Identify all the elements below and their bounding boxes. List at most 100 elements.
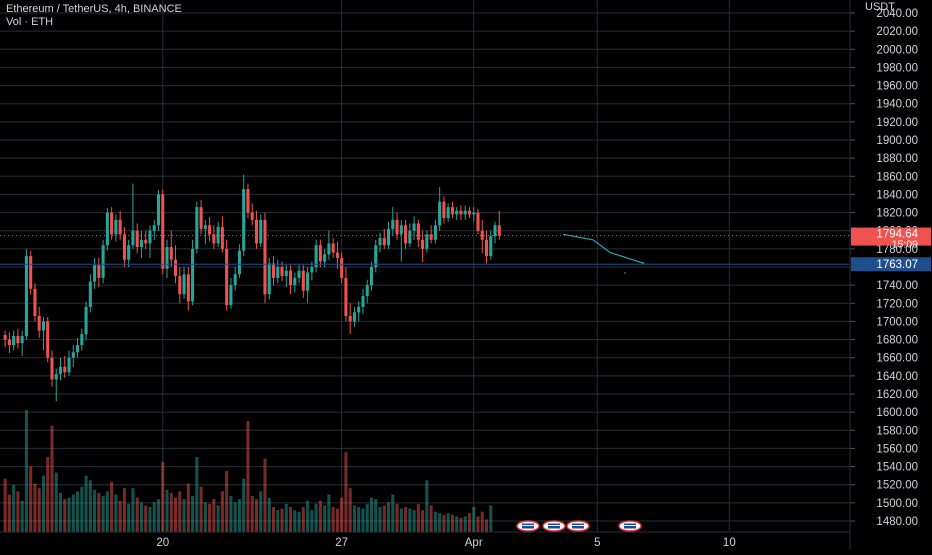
volume-bar bbox=[280, 508, 284, 532]
candle bbox=[165, 239, 169, 278]
candle bbox=[33, 283, 37, 322]
candle bbox=[182, 267, 186, 299]
volume-bar bbox=[212, 499, 216, 532]
volume-bar bbox=[229, 496, 233, 532]
horizontal-line-tag[interactable]: 1763.07 bbox=[851, 257, 931, 272]
volume-bar bbox=[76, 491, 80, 532]
time-axis[interactable]: 20 27 Apr 5 10 bbox=[0, 531, 850, 549]
volume-bar bbox=[101, 496, 105, 532]
candle bbox=[297, 265, 301, 284]
candle-body bbox=[484, 239, 489, 257]
volume-bar bbox=[233, 502, 237, 532]
candles bbox=[3, 174, 501, 402]
candle-body bbox=[335, 252, 339, 258]
candle-body bbox=[114, 219, 118, 235]
event-flag-icon[interactable] bbox=[542, 520, 566, 532]
candle-body bbox=[352, 312, 356, 322]
candle bbox=[446, 203, 450, 222]
candle-body bbox=[493, 225, 497, 237]
volume-bar bbox=[161, 461, 165, 532]
candle-body bbox=[378, 237, 382, 246]
volume-bar bbox=[84, 475, 88, 532]
volume-bar bbox=[489, 505, 493, 532]
candle bbox=[369, 261, 374, 291]
volume-bar bbox=[24, 410, 28, 532]
candle bbox=[3, 330, 7, 347]
volume-bar bbox=[259, 491, 263, 532]
candle-body bbox=[323, 254, 327, 262]
symbol-title[interactable]: Ethereum / TetherUS, 4h, BINANCE bbox=[6, 3, 182, 15]
volume-label[interactable]: Vol · ETH bbox=[6, 16, 54, 28]
volume-bar bbox=[348, 488, 352, 532]
candle bbox=[152, 219, 156, 240]
event-flag-icon[interactable] bbox=[566, 520, 590, 532]
candle bbox=[195, 201, 199, 254]
candle bbox=[225, 239, 229, 311]
volume-bar bbox=[263, 458, 267, 532]
candle-body bbox=[220, 227, 224, 249]
volume-bar bbox=[122, 488, 126, 532]
forecast-line bbox=[563, 233, 645, 264]
candle bbox=[122, 227, 126, 267]
candle bbox=[450, 201, 454, 219]
candle-body bbox=[416, 223, 420, 240]
candle bbox=[310, 261, 314, 281]
candle-body bbox=[76, 345, 80, 353]
candle-body bbox=[387, 228, 391, 246]
volume-bar bbox=[7, 494, 11, 532]
volume-bar bbox=[301, 506, 305, 532]
y-tick-label: 1860.00 bbox=[876, 171, 918, 183]
candle-body bbox=[174, 259, 178, 277]
candle bbox=[101, 239, 105, 284]
y-tick-label: 1620.00 bbox=[876, 389, 918, 401]
y-tick-label: 1640.00 bbox=[876, 371, 918, 383]
candle-body bbox=[297, 270, 301, 278]
candle-body bbox=[3, 335, 7, 340]
candle bbox=[20, 330, 24, 356]
volume-bar bbox=[412, 510, 416, 532]
candle-body bbox=[186, 274, 190, 302]
candle bbox=[127, 239, 131, 267]
y-tick-label: 1680.00 bbox=[876, 335, 918, 347]
candle bbox=[144, 230, 148, 249]
volume-bar bbox=[144, 505, 148, 532]
candle bbox=[391, 207, 395, 236]
y-tick-label: 1700.00 bbox=[876, 316, 918, 328]
candle bbox=[169, 230, 173, 267]
candle bbox=[199, 199, 203, 235]
candle bbox=[497, 210, 501, 240]
candle-body bbox=[29, 256, 33, 289]
y-tick-label: 1580.00 bbox=[876, 425, 918, 437]
volume-bar bbox=[276, 510, 280, 532]
candle bbox=[382, 228, 386, 249]
candle-body bbox=[16, 335, 20, 344]
candle bbox=[63, 355, 67, 378]
candle bbox=[80, 328, 84, 351]
candle-body bbox=[203, 225, 207, 229]
volume-bar bbox=[182, 499, 186, 532]
y-tick-label: 1480.00 bbox=[876, 516, 918, 528]
candle-body bbox=[340, 257, 344, 278]
volume-bar bbox=[178, 491, 182, 532]
candle-body bbox=[344, 277, 348, 316]
volume-bar bbox=[156, 499, 161, 532]
price-axis[interactable]: 1480.00 1500.00 1520.00 1540.00 1560.00 1580.… bbox=[849, 0, 931, 550]
volume-bar bbox=[105, 491, 109, 532]
volume-bar bbox=[442, 514, 446, 532]
candle-body bbox=[84, 306, 88, 335]
y-tick-label: 1740.00 bbox=[876, 280, 918, 292]
event-flag-icon[interactable] bbox=[516, 520, 540, 532]
event-flag-icon[interactable] bbox=[618, 520, 642, 532]
volume-bar bbox=[463, 516, 467, 532]
volume-bar bbox=[323, 505, 327, 532]
y-tick-label: 1920.00 bbox=[876, 117, 918, 129]
y-tick-label: 1820.00 bbox=[876, 208, 918, 220]
candle bbox=[289, 265, 293, 295]
event-markers[interactable] bbox=[516, 520, 642, 532]
candle-body bbox=[404, 225, 408, 244]
candle bbox=[416, 219, 420, 248]
volume-bar bbox=[374, 499, 378, 532]
